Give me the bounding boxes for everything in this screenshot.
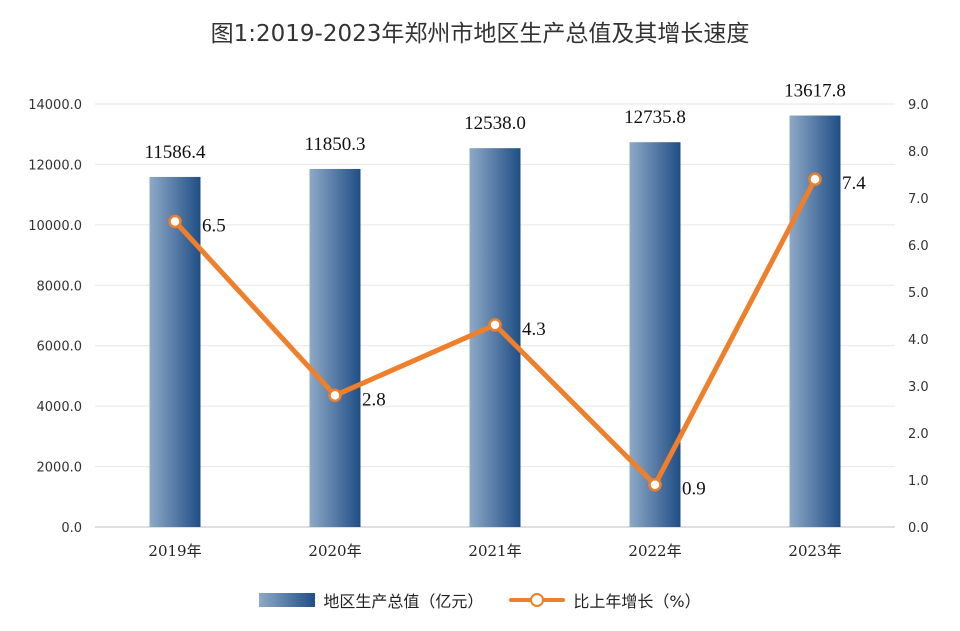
bar (149, 176, 201, 527)
bar-value-label: 11850.3 (304, 134, 365, 155)
growth-point (648, 477, 662, 492)
x-category-label: 2019年 (148, 542, 201, 560)
legend-label-gdp: 地区生产总值（亿元） (323, 592, 484, 611)
y-right-tick-label: 5.0 (908, 286, 929, 301)
bar (469, 148, 521, 527)
y-right-tick-label: 6.0 (908, 239, 929, 254)
y-left-tick-label: 2000.0 (37, 461, 83, 476)
y-left-tick-label: 6000.0 (37, 340, 83, 355)
y-left-tick-label: 12000.0 (28, 158, 82, 173)
growth-point (328, 388, 342, 403)
x-category-label: 2020年 (308, 542, 361, 560)
x-category-label: 2021年 (468, 542, 521, 560)
y-right-tick-label: 7.0 (908, 192, 929, 207)
y-right-tick-label: 3.0 (908, 380, 929, 395)
y-right-tick-label: 4.0 (908, 333, 929, 348)
bar-value-label: 13617.8 (784, 81, 846, 102)
y-left-tick-label: 0.0 (61, 521, 82, 536)
legend-swatch-bar (259, 593, 316, 607)
chart-plot: 0.0 2000.0 4000.0 6000.0 8000.0 10000.0 12000.… (28, 81, 929, 560)
y-right-tick-label: 2.0 (908, 427, 929, 442)
growth-point (168, 214, 182, 229)
legend-label-growth: 比上年增长（%） (573, 592, 701, 611)
y-left-tick-label: 8000.0 (37, 279, 83, 294)
legend-item-growth: 比上年增长（%） (509, 588, 701, 612)
growth-value-label: 2.8 (362, 389, 386, 410)
x-category-label: 2022年 (628, 542, 681, 560)
legend-item-gdp: 地区生产总值（亿元） (259, 588, 483, 612)
y-left-tick-label: 14000.0 (28, 98, 82, 113)
legend-swatch-line (509, 593, 566, 607)
y-right-tick-label: 8.0 (908, 145, 929, 160)
growth-value-label: 7.4 (842, 173, 866, 194)
y-left-tick-label: 4000.0 (37, 400, 83, 415)
growth-point (488, 318, 502, 332)
growth-value-label: 0.9 (682, 479, 706, 500)
y-right-tick-label: 0.0 (908, 521, 929, 536)
growth-point (808, 172, 822, 186)
bar (309, 168, 361, 527)
growth-value-label: 6.5 (202, 216, 226, 237)
bar-value-label: 12735.8 (624, 107, 686, 128)
growth-value-label: 4.3 (522, 319, 546, 340)
y-left-tick-label: 10000.0 (28, 219, 82, 234)
chart-title: 图1:2019-2023年郑州市地区生产总值及其增长速度 (210, 21, 750, 47)
y-right-tick-label: 1.0 (908, 474, 929, 489)
x-category-label: 2023年 (788, 542, 841, 560)
chart-legend: 地区生产总值（亿元） 比上年增长（%） (0, 588, 960, 612)
bar-value-label: 11586.4 (144, 142, 206, 163)
bar (629, 142, 681, 527)
bar-value-label: 12538.0 (464, 113, 526, 134)
y-right-tick-label: 9.0 (908, 98, 929, 113)
